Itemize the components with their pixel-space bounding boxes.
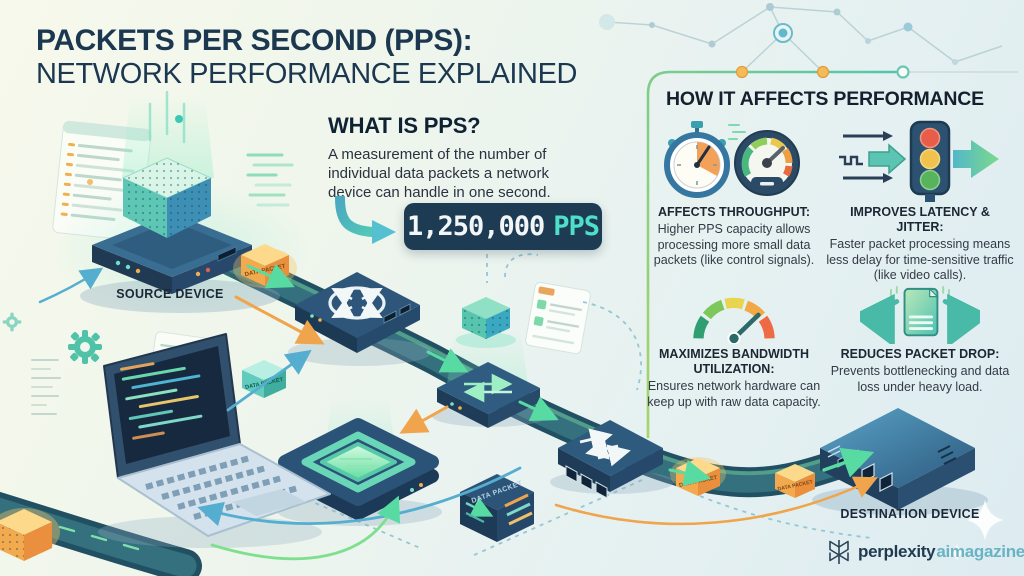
sparkle-icon — [967, 500, 1003, 540]
curved-arrow-icon — [335, 196, 396, 244]
what-is-pps-body: A measurement of the number of individua… — [328, 146, 551, 202]
perf-item-title: IMPROVES LATENCY & JITTER: — [850, 205, 990, 234]
perf-item-latency: IMPROVES LATENCY & JITTER: Faster packet… — [826, 116, 1014, 284]
perplexity-logo-icon — [829, 540, 849, 564]
gear-icon — [68, 330, 102, 364]
perf-item-title: MAXIMIZES BANDWIDTH UTILIZATION: — [659, 347, 809, 376]
flow-arrows — [38, 263, 878, 561]
laptop — [98, 333, 331, 548]
perf-item-title: REDUCES PACKET DROP: — [840, 347, 1000, 361]
page-title: PACKETS PER SECOND (PPS): NETWORK PERFOR… — [36, 24, 577, 91]
data-packet-cube-orange: DATA PACKET — [775, 464, 815, 498]
performance-section-heading: HOW IT AFFECTS PERFORMANCE — [666, 88, 984, 110]
stopwatch-speedometer-icon — [642, 116, 826, 202]
perf-item-throughput: AFFECTS THROUGHPUT: Higher PPS capacity … — [642, 116, 826, 269]
destination-device — [812, 408, 988, 515]
perf-item-body: Prevents bottlenecking and data loss und… — [830, 364, 1010, 394]
page-title-line1: PACKETS PER SECOND (PPS): — [36, 24, 473, 57]
page-title-line2: NETWORK PERFORMANCE EXPLAINED — [36, 58, 578, 90]
brand-name-primary: perplexity — [858, 542, 936, 561]
what-is-pps-section: WHAT IS PPS? A measurement of the number… — [328, 113, 580, 203]
what-is-pps-heading: WHAT IS PPS? — [328, 113, 481, 138]
switch-device-2 — [550, 420, 674, 499]
packet-drop-icon — [826, 286, 1014, 344]
browser-card — [525, 281, 591, 355]
bandwidth-gauge-icon — [642, 286, 826, 344]
data-packet-cube-navy: DATA PACKET — [460, 474, 534, 542]
perf-item-bandwidth: MAXIMIZES BANDWIDTH UTILIZATION: Ensures… — [642, 286, 826, 410]
code-lines-decoration — [31, 359, 61, 415]
panel-border-line — [646, 65, 1018, 438]
perf-item-body: Higher PPS capacity allows processing mo… — [653, 222, 815, 267]
data-packet-cube-teal: DATA PACKET — [242, 360, 286, 398]
data-cube — [87, 90, 214, 238]
gear-icon — [2, 312, 22, 332]
source-device — [50, 180, 310, 320]
pps-value: 1,250,000 — [406, 211, 545, 242]
destination-device-label: DESTINATION DEVICE — [840, 507, 980, 521]
router-device — [288, 272, 432, 366]
data-packet-cube-orange — [0, 508, 60, 561]
perf-item-packet-drop: REDUCES PACKET DROP: Prevents bottleneck… — [826, 286, 1014, 395]
sparkle-icon — [949, 544, 965, 561]
pps-value-badge: 1,250,000 PPS — [404, 203, 602, 250]
brand-logo: perplexity aimagazine — [826, 538, 1024, 566]
perf-item-title: AFFECTS THROUGHPUT: — [657, 205, 811, 219]
network-nodes-decoration — [599, 3, 1003, 73]
perf-item-body: Ensures network hardware can keep up wit… — [647, 379, 821, 409]
pps-unit: PPS — [553, 211, 600, 242]
brand-name-secondary: aimagazine — [936, 542, 1024, 561]
traffic-light-icon — [826, 116, 1014, 202]
perf-item-body: Faster packet processing means less dela… — [826, 237, 1014, 282]
chip-pad-device — [278, 396, 442, 526]
source-device-label: SOURCE DEVICE — [116, 287, 224, 301]
